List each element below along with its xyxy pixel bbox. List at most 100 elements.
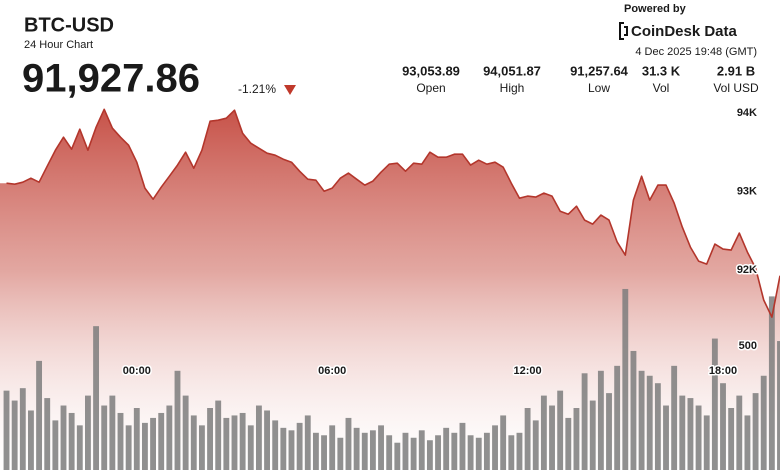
volume-bar [272, 420, 279, 470]
powered-by: Powered by [624, 3, 687, 15]
volume-bar [215, 400, 222, 470]
volume-bar [141, 422, 148, 470]
volume-bar [280, 427, 287, 470]
volume-bar [557, 390, 564, 470]
stat-label: Low [588, 81, 610, 95]
volume-bar [516, 432, 523, 470]
volume-bar [231, 415, 238, 470]
volume-bar [451, 432, 458, 470]
volume-bar [394, 442, 401, 470]
volume-bar [663, 405, 669, 470]
volume-bar [532, 420, 539, 470]
down-arrow [284, 85, 296, 95]
stat-value: 94,051.87 [483, 63, 541, 78]
volume-bar [239, 412, 246, 470]
volume-bar [28, 410, 34, 470]
volume-bar [93, 326, 100, 470]
last-price: 91,927.86 [22, 57, 200, 101]
volume-bar [264, 410, 270, 470]
volume-bar [581, 373, 588, 470]
volume-bar [68, 412, 75, 470]
volume-bar [247, 425, 254, 470]
volume-bar [304, 415, 311, 470]
volume-bar [198, 425, 205, 470]
volume-bar [125, 425, 132, 470]
volume-bar [255, 405, 262, 470]
volume-bar [174, 370, 181, 470]
volume-bar [150, 417, 156, 470]
y2-tick-label: 500 [739, 340, 757, 352]
volume-bar [720, 383, 726, 470]
volume-bar [76, 425, 83, 470]
volume-bar [435, 435, 441, 470]
volume-bar [752, 393, 759, 470]
stat-label: Vol USD [713, 81, 759, 95]
volume-bar [760, 375, 767, 470]
volume-bar [711, 338, 718, 470]
volume-bar [312, 432, 319, 470]
y-tick-label: 94K [737, 107, 757, 119]
volume-bar [3, 390, 10, 470]
volume-bar [19, 388, 26, 470]
volume-bar [508, 435, 515, 470]
x-tick-label: 18:00 [709, 365, 737, 377]
volume-bar [597, 370, 604, 470]
volume-bar [410, 437, 417, 470]
price-change: -1.21% [238, 82, 276, 96]
volume-bar [288, 430, 295, 470]
volume-bar [654, 383, 661, 470]
stat-label: Vol [653, 81, 670, 95]
volume-bar [207, 408, 213, 470]
volume-bar [361, 432, 368, 470]
volume-bar [369, 430, 376, 470]
volume-bar [646, 375, 653, 470]
volume-bar [492, 425, 498, 470]
overlay: BTC-USD 24 Hour Chart 91,927.86 -1.21% P… [22, 3, 759, 101]
volume-bar [622, 288, 629, 470]
volume-bar [296, 422, 303, 470]
volume-bar [565, 417, 572, 470]
volume-bar [386, 435, 393, 470]
volume-bar [443, 427, 450, 470]
volume-bar [573, 408, 580, 470]
volume-bar [426, 440, 433, 470]
volume-bar [223, 417, 230, 470]
volume-bar [44, 398, 51, 470]
stat-label: Open [416, 81, 445, 95]
y-tick-label: 93K [737, 186, 757, 198]
volume-bar [728, 408, 735, 470]
volume-bar [768, 296, 775, 470]
volume-bar [52, 420, 59, 470]
volume-bar [695, 405, 702, 470]
volume-bar [459, 422, 466, 470]
volume-bar [687, 398, 694, 470]
volume-bar [777, 341, 780, 470]
volume-bar [671, 365, 678, 470]
volume-bar [166, 405, 173, 470]
plot-area: 92K 93K 94K 500 00:00 06:00 12:00 18:00 [0, 106, 780, 470]
volume-bar [353, 427, 360, 470]
volume-bar [345, 417, 352, 470]
y-tick-label: 92K [737, 264, 757, 276]
brand-icon [619, 22, 628, 40]
volume-bar [329, 425, 336, 470]
volume-bar [11, 400, 18, 470]
stat-value: 91,257.64 [570, 63, 629, 78]
price-line [6, 108, 780, 318]
timestamp: 4 Dec 2025 19:48 (GMT) [635, 46, 757, 58]
volume-bar [133, 408, 140, 470]
x-tick-label: 12:00 [514, 365, 542, 377]
stat-value: 93,053.89 [402, 63, 460, 78]
x-tick-label: 06:00 [318, 365, 346, 377]
volume-bar [524, 408, 531, 470]
volume-bar [540, 395, 547, 470]
volume-bar [36, 360, 43, 470]
volume-bar [85, 395, 91, 470]
volume-bar [630, 350, 637, 470]
volume-bar [60, 405, 67, 470]
ticker-title: BTC-USD [24, 14, 114, 36]
volume-bar [744, 415, 751, 470]
volume-bar [606, 393, 612, 470]
volume-bar [117, 412, 124, 470]
